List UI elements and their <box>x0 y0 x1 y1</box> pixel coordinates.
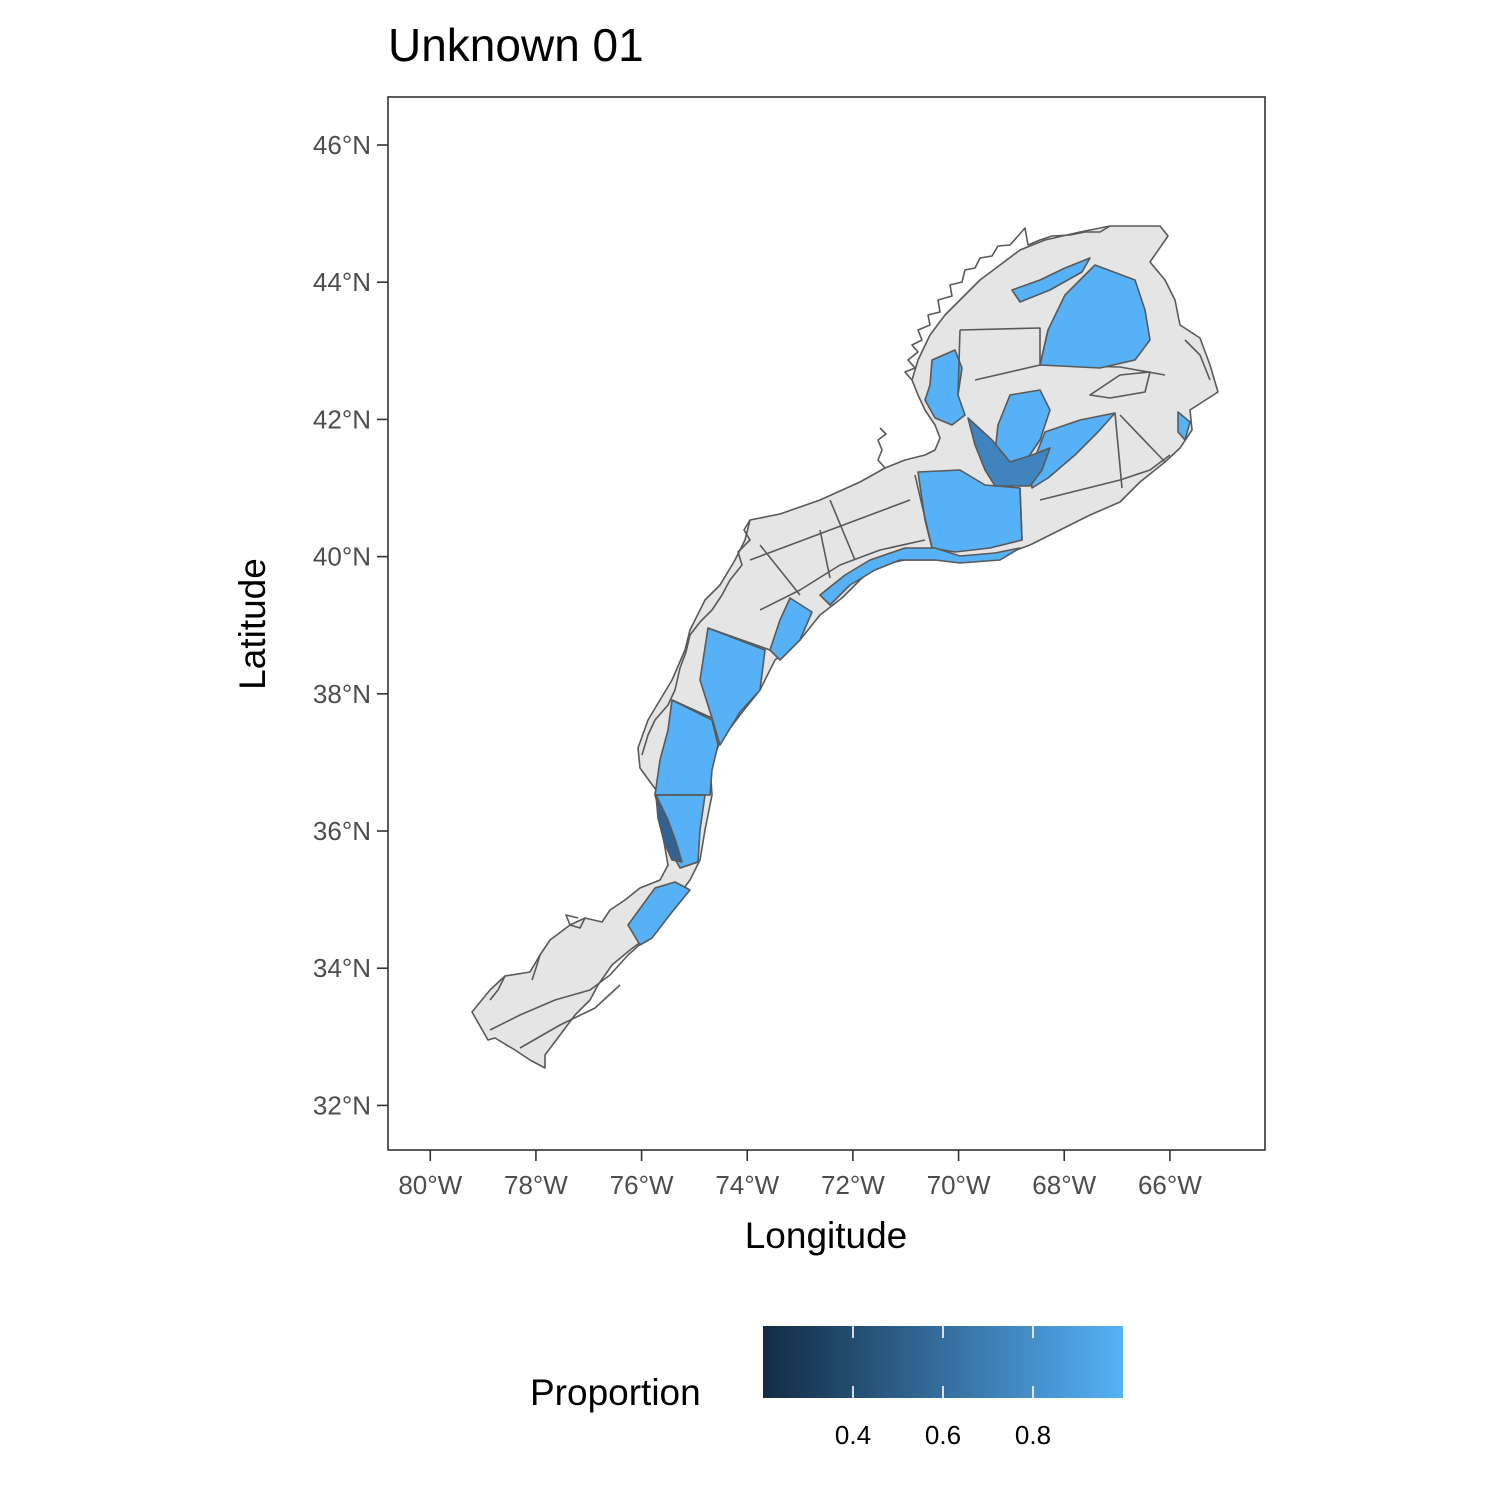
y-tick-label: 32°N <box>313 1090 371 1120</box>
stratum-virginia <box>654 699 719 796</box>
depth-contour <box>1184 339 1211 381</box>
coastline <box>904 225 1111 381</box>
y-tick-label: 38°N <box>313 679 371 709</box>
y-tick-label: 40°N <box>313 542 371 572</box>
depth-contour <box>959 327 1041 381</box>
y-tick-label: 42°N <box>313 404 371 434</box>
y-axis-title: Latitude <box>232 558 273 690</box>
x-axis: 80°W 78°W 76°W 74°W 72°W 70°W 68°W 66°W <box>398 1150 1202 1200</box>
legend: Proportion 0.4 0.6 0.8 <box>530 1326 1123 1450</box>
depth-contour <box>749 499 911 561</box>
legend-tick-label: 0.4 <box>835 1420 871 1450</box>
stratum-shelf-edge <box>819 547 1021 606</box>
stratum-coastal-gulf-of-maine <box>1011 257 1091 303</box>
x-tick-label: 68°W <box>1032 1170 1096 1200</box>
coastline <box>489 914 586 1001</box>
panel-border <box>387 96 1266 1151</box>
stratum-boundary <box>655 329 1166 869</box>
x-tick-label: 76°W <box>610 1170 674 1200</box>
legend-tick-label: 0.6 <box>925 1420 961 1450</box>
stratum-great-south-channel-deep <box>967 417 1051 487</box>
depth-contour <box>489 939 646 1031</box>
depth-contour <box>519 984 621 1049</box>
x-axis-title: Longitude <box>745 1215 908 1256</box>
y-tick-label: 44°N <box>313 267 371 297</box>
y-axis: 32°N 34°N 36°N 38°N 40°N 42°N 44°N 46°N <box>313 130 388 1120</box>
legend-title: Proportion <box>530 1372 701 1413</box>
x-tick-label: 70°W <box>927 1170 991 1200</box>
y-tick-label: 36°N <box>313 816 371 846</box>
y-tick-label: 34°N <box>313 953 371 983</box>
y-tick-label: 46°N <box>313 130 371 160</box>
depth-contour <box>1089 371 1151 399</box>
legend-tick-label: 0.8 <box>1015 1420 1051 1450</box>
x-tick-label: 66°W <box>1138 1170 1202 1200</box>
stratum-new-jersey-offshore <box>699 627 766 746</box>
depth-contour <box>1039 454 1171 501</box>
depth-contour <box>759 539 926 611</box>
stratum-georges-east-edge <box>1177 411 1191 441</box>
x-tick-label: 80°W <box>398 1170 462 1200</box>
stratum-eastern-gulf-of-maine <box>1039 264 1151 369</box>
legend-ticks: 0.4 0.6 0.8 <box>835 1326 1051 1450</box>
coastline <box>641 427 887 756</box>
plot-title: Unknown 01 <box>388 19 644 71</box>
stratum-cape-lookout <box>627 881 691 946</box>
x-tick-label: 74°W <box>715 1170 779 1200</box>
stratum-delmarva <box>769 597 813 661</box>
x-tick-label: 72°W <box>821 1170 885 1200</box>
x-tick-label: 78°W <box>504 1170 568 1200</box>
stratum-cape-hatteras <box>655 794 683 863</box>
